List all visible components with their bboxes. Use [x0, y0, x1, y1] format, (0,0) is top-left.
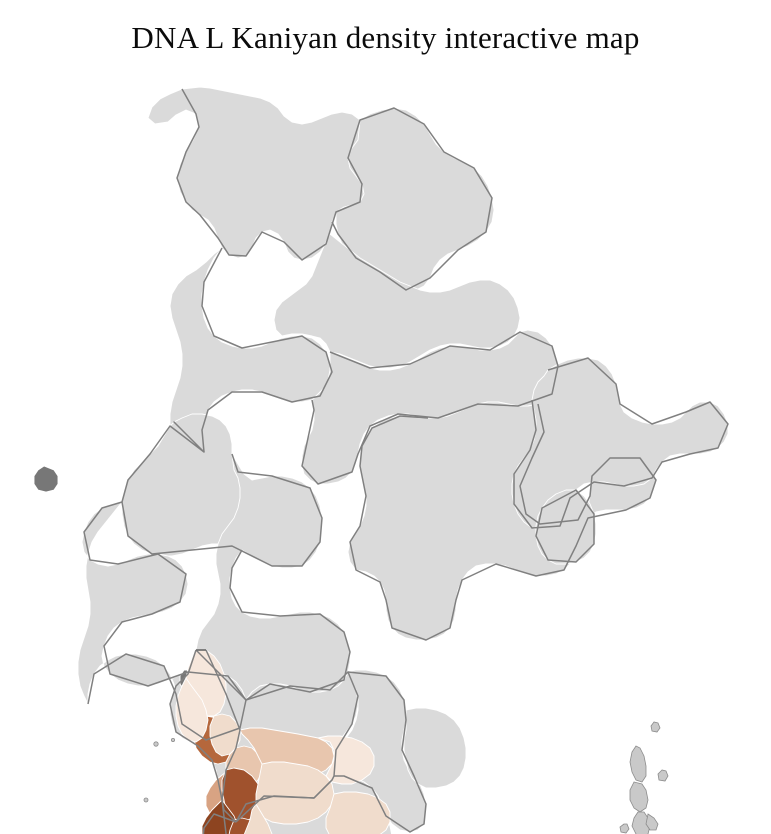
district-region[interactable]	[403, 707, 467, 789]
india-choropleth-map[interactable]	[0, 52, 771, 834]
district-region[interactable]	[33, 465, 59, 493]
map-canvas[interactable]	[0, 52, 771, 834]
base-districts-layer	[33, 86, 729, 834]
district-region[interactable]	[317, 735, 375, 785]
lakshadweep-specks[interactable]	[143, 738, 175, 834]
andaman-nicobar-islands[interactable]	[618, 721, 669, 834]
district-region[interactable]	[147, 86, 365, 261]
state-borders-layer	[83, 88, 729, 834]
page-title: DNA L Kaniyan density interactive map	[131, 20, 640, 55]
district-region[interactable]	[236, 803, 274, 834]
district-region[interactable]	[273, 233, 521, 369]
district-region[interactable]	[325, 791, 391, 834]
district-region[interactable]	[535, 489, 597, 565]
